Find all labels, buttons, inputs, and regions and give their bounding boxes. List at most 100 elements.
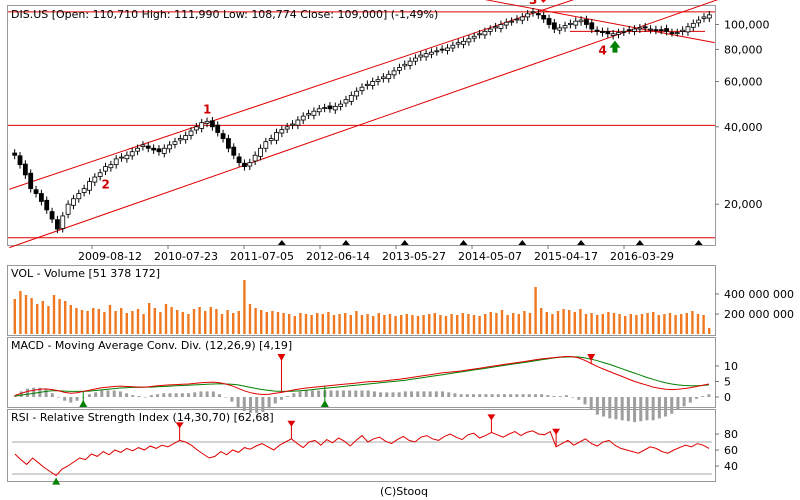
volume-layer: 200 000 000 400 000 000 — [13, 280, 794, 334]
volume-y-tick-label: 400 000 000 — [724, 288, 794, 301]
candle-body — [648, 28, 653, 31]
candle-body — [252, 154, 258, 162]
volume-bar — [467, 314, 470, 334]
volume-bar — [444, 316, 448, 334]
macd-histogram-bar — [279, 397, 283, 400]
macd-histogram-bar — [335, 390, 339, 397]
candle-body — [423, 53, 429, 58]
candle-body — [220, 133, 226, 139]
macd-histogram-bar — [540, 394, 544, 397]
volume-bar — [41, 301, 44, 334]
macd-histogram-bar — [224, 397, 228, 398]
candle-body — [28, 172, 34, 189]
volume-bar — [428, 314, 431, 334]
candle-body — [306, 113, 311, 116]
volume-bar — [377, 313, 380, 334]
volume-bar — [299, 313, 302, 334]
candle-body — [290, 123, 295, 126]
volume-bar — [248, 304, 252, 334]
volume-bar — [500, 310, 504, 334]
candle-body — [567, 22, 573, 25]
volume-bar — [131, 311, 134, 334]
macd-histogram-bar — [639, 397, 643, 422]
macd-sell-marker — [587, 354, 596, 361]
candle-body — [226, 138, 231, 149]
macd-histogram-bar — [478, 394, 482, 397]
macd-histogram-bar — [571, 397, 575, 398]
candle-body — [690, 22, 696, 28]
volume-bar — [646, 313, 649, 334]
volume-bar — [624, 316, 627, 334]
macd-histogram-bar — [112, 390, 116, 397]
volume-bar — [344, 313, 347, 334]
rsi-sell-marker — [487, 414, 496, 421]
annotation-label: 3 — [529, 0, 537, 7]
volume-bar — [573, 312, 576, 334]
macd-histogram-bar — [94, 392, 98, 397]
candle-body — [466, 38, 472, 43]
candle-body — [183, 135, 189, 141]
volume-bar — [69, 305, 72, 334]
volume-bar — [125, 313, 128, 334]
candle-body — [589, 22, 595, 30]
volume-bar — [534, 287, 537, 334]
candle-body — [605, 31, 611, 35]
candle-body — [242, 162, 247, 168]
macd-histogram-bar — [410, 391, 414, 397]
macd-histogram-bar — [391, 392, 395, 397]
macd-histogram-bar — [707, 394, 711, 397]
volume-bar — [355, 311, 358, 334]
lower-channel-line — [9, 0, 719, 249]
candle-body — [364, 83, 370, 86]
volume-bar — [176, 310, 179, 334]
candle-body — [487, 28, 493, 32]
candle-body — [124, 154, 130, 160]
volume-bar — [304, 314, 308, 334]
volume-bar — [204, 311, 207, 334]
volume-bar — [64, 301, 67, 334]
up-arrow-icon — [609, 40, 621, 53]
volume-bar — [142, 314, 145, 334]
macd-histogram-bar — [205, 391, 209, 397]
price-y-tick-label: 40,000 — [724, 121, 763, 134]
volume-bar — [540, 308, 543, 334]
macd-histogram-bar — [19, 391, 23, 397]
volume-bar — [366, 314, 369, 334]
macd-histogram-bar — [626, 397, 630, 422]
candle-body — [632, 28, 637, 32]
candle-body — [600, 30, 605, 33]
candle-body — [44, 199, 50, 211]
macd-y-tick-label: 5 — [724, 376, 731, 389]
macd-histogram-bar — [459, 394, 463, 397]
candle-body — [76, 193, 82, 200]
candle-body — [578, 19, 584, 23]
volume-bar — [58, 299, 61, 334]
candle-body — [674, 32, 680, 34]
macd-histogram-bar — [657, 397, 661, 419]
macd-histogram-bar — [422, 391, 426, 397]
candle-body — [49, 211, 55, 220]
macd-histogram-bar — [620, 397, 624, 421]
candle-body — [626, 29, 632, 32]
candle-body — [370, 81, 376, 86]
volume-bar — [86, 311, 89, 334]
macd-histogram-bar — [329, 390, 333, 397]
macd-sell-marker — [277, 354, 286, 361]
rsi-sell-marker — [552, 428, 561, 435]
macd-histogram-bar — [292, 393, 296, 397]
candle-body — [482, 30, 488, 36]
macd-histogram-bar — [187, 393, 191, 397]
volume-bar — [360, 315, 364, 334]
candle-body — [375, 79, 381, 82]
rsi-buy-marker — [52, 477, 61, 485]
volume-bar — [618, 314, 621, 334]
macd-histogram-bar — [701, 396, 705, 397]
volume-bar — [405, 314, 408, 334]
volume-bar — [293, 316, 296, 334]
volume-bar — [47, 306, 50, 334]
candle-body — [397, 67, 402, 71]
volume-bar — [321, 314, 324, 334]
candle-body — [562, 25, 568, 29]
macd-histogram-bar — [248, 397, 252, 413]
candle-body — [247, 162, 253, 167]
